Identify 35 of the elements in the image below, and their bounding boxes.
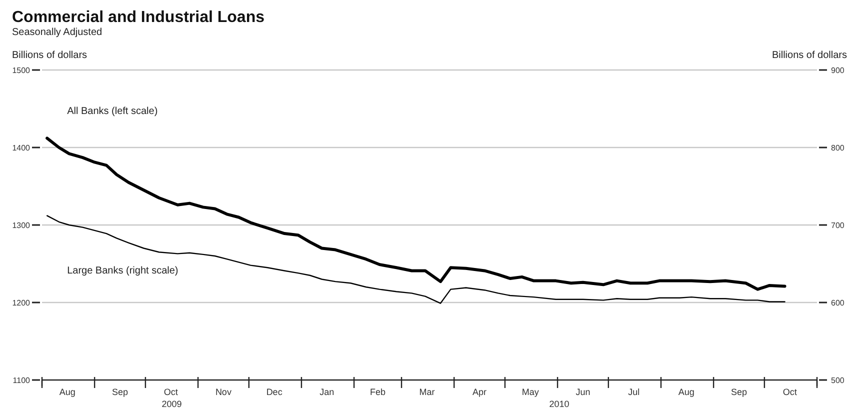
x-tick-label: Oct [164,387,178,397]
x-tick-label: Mar [419,387,435,397]
y2-axis-title: Billions of dollars [772,50,847,61]
y2-tick-label: 600 [831,298,845,308]
text: 2010 [549,399,570,409]
text: All Banks (left scale) [67,106,158,118]
chart-subtitle: Seasonally Adjusted [12,27,102,38]
x-tick-label: Sep [112,387,128,397]
series-label: Large Banks (right scale) [67,266,178,277]
chart-title: Commercial and Industrial Loans [12,9,265,26]
x-tick-label: Aug [59,387,76,397]
line-series [46,215,786,304]
x-tick-label: Apr [472,387,487,397]
y-tick-label: 1300 [12,221,31,230]
x-tick-label: Sep [730,387,747,397]
y-tick-label: 1500 [12,66,31,75]
x-tick-label: Dec [266,387,283,397]
y-tick-label: 1400 [12,144,31,152]
x-tick-label: Nov [215,387,232,397]
text: 2009 [162,399,182,409]
y-axis-title: Billions of dollars [12,50,88,61]
y2-tick-label: 900 [831,66,845,75]
x-tick-label: Feb [370,387,386,397]
x-tick-label: Jan [320,387,334,397]
y2-tick-label: 500 [831,376,845,385]
x-tick-label: Jul [628,387,640,397]
x-tick-label: Aug [678,387,694,397]
line-series [46,136,786,291]
y-tick-label: 1200 [12,298,31,308]
x-tick-label: Jun [576,387,590,397]
x-tick-label: Oct [782,387,798,397]
y-tick-label: 1100 [12,376,31,385]
y2-tick-label: 700 [831,221,845,230]
x-tick-label: May [522,387,540,397]
y2-tick-label: 800 [831,144,845,152]
